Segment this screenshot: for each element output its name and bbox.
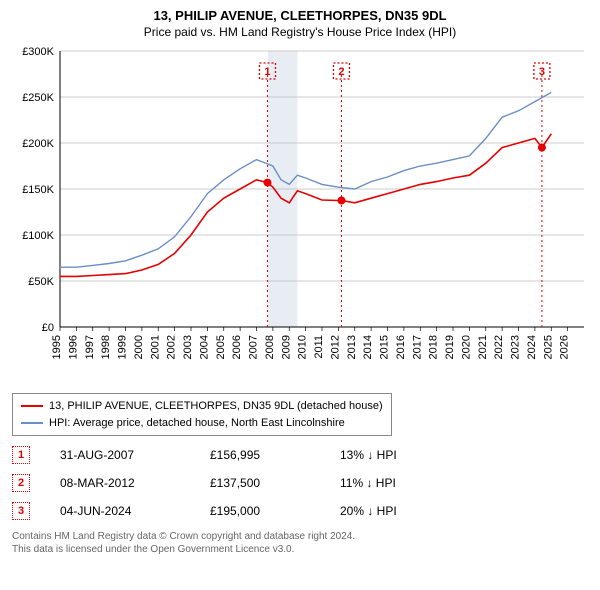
svg-text:2019: 2019: [444, 335, 456, 359]
marker-price: £137,500: [210, 476, 310, 490]
svg-text:2013: 2013: [346, 335, 358, 359]
svg-text:2014: 2014: [362, 335, 374, 359]
marker-pct: 20% ↓ HPI: [340, 504, 460, 518]
marker-row: 3 04-JUN-2024 £195,000 20% ↓ HPI: [12, 502, 588, 520]
marker-number-box: 1: [12, 446, 30, 464]
svg-text:1999: 1999: [117, 335, 129, 359]
svg-text:2021: 2021: [477, 335, 489, 359]
marker-row: 2 08-MAR-2012 £137,500 11% ↓ HPI: [12, 474, 588, 492]
svg-text:2017: 2017: [411, 335, 423, 359]
svg-text:2004: 2004: [198, 335, 210, 359]
svg-text:£100K: £100K: [22, 230, 54, 242]
marker-price: £156,995: [210, 448, 310, 462]
footer-line1: Contains HM Land Registry data © Crown c…: [12, 531, 355, 542]
svg-text:1995: 1995: [51, 335, 63, 359]
svg-text:2015: 2015: [379, 335, 391, 359]
svg-text:2018: 2018: [428, 335, 440, 359]
svg-text:2023: 2023: [510, 335, 522, 359]
svg-text:2012: 2012: [329, 335, 341, 359]
svg-text:2020: 2020: [460, 335, 472, 359]
footer-attribution: Contains HM Land Registry data © Crown c…: [12, 530, 588, 556]
legend: 13, PHILIP AVENUE, CLEETHORPES, DN35 9DL…: [12, 393, 392, 436]
legend-item: HPI: Average price, detached house, Nort…: [21, 415, 383, 432]
svg-text:2006: 2006: [231, 335, 243, 359]
page-title: 13, PHILIP AVENUE, CLEETHORPES, DN35 9DL: [12, 8, 588, 23]
page-subtitle: Price paid vs. HM Land Registry's House …: [12, 25, 588, 39]
svg-text:2010: 2010: [297, 335, 309, 359]
svg-text:£250K: £250K: [22, 92, 54, 104]
marker-pct: 11% ↓ HPI: [340, 476, 460, 490]
legend-label: HPI: Average price, detached house, Nort…: [49, 415, 345, 432]
svg-text:1996: 1996: [67, 335, 79, 359]
svg-text:£300K: £300K: [22, 47, 54, 58]
marker-number-box: 2: [12, 474, 30, 492]
svg-text:2: 2: [338, 66, 344, 78]
svg-text:2026: 2026: [559, 335, 571, 359]
svg-text:2005: 2005: [215, 335, 227, 359]
svg-text:2000: 2000: [133, 335, 145, 359]
svg-text:2016: 2016: [395, 335, 407, 359]
svg-text:2003: 2003: [182, 335, 194, 359]
legend-label: 13, PHILIP AVENUE, CLEETHORPES, DN35 9DL…: [49, 398, 383, 415]
footer-line2: This data is licensed under the Open Gov…: [12, 544, 294, 555]
svg-text:2002: 2002: [166, 335, 178, 359]
svg-text:£200K: £200K: [22, 138, 54, 150]
legend-swatch: [21, 422, 43, 424]
marker-row: 1 31-AUG-2007 £156,995 13% ↓ HPI: [12, 446, 588, 464]
price-chart: £0 £50K £100K £150K £200K £250K £300K 1995 1996 1…: [12, 47, 588, 387]
svg-text:2001: 2001: [149, 335, 161, 359]
svg-text:£150K: £150K: [22, 184, 54, 196]
svg-text:2007: 2007: [248, 335, 260, 359]
svg-text:2008: 2008: [264, 335, 276, 359]
svg-text:1: 1: [264, 66, 270, 78]
marker-date: 08-MAR-2012: [60, 476, 180, 490]
legend-swatch: [21, 405, 43, 407]
svg-text:£50K: £50K: [28, 276, 54, 288]
marker-date: 31-AUG-2007: [60, 448, 180, 462]
marker-pct: 13% ↓ HPI: [340, 448, 460, 462]
marker-table: 1 31-AUG-2007 £156,995 13% ↓ HPI 2 08-MAR-201…: [12, 446, 588, 520]
svg-text:2024: 2024: [526, 335, 538, 359]
marker-number-box: 3: [12, 502, 30, 520]
svg-text:1997: 1997: [84, 335, 96, 359]
svg-text:3: 3: [539, 66, 545, 78]
svg-text:1998: 1998: [100, 335, 112, 359]
marker-date: 04-JUN-2024: [60, 504, 180, 518]
svg-text:£0: £0: [42, 322, 54, 334]
legend-item: 13, PHILIP AVENUE, CLEETHORPES, DN35 9DL…: [21, 398, 383, 415]
marker-price: £195,000: [210, 504, 310, 518]
svg-text:2022: 2022: [493, 335, 505, 359]
svg-text:2011: 2011: [313, 335, 325, 359]
svg-text:2009: 2009: [280, 335, 292, 359]
svg-text:2025: 2025: [542, 335, 554, 359]
